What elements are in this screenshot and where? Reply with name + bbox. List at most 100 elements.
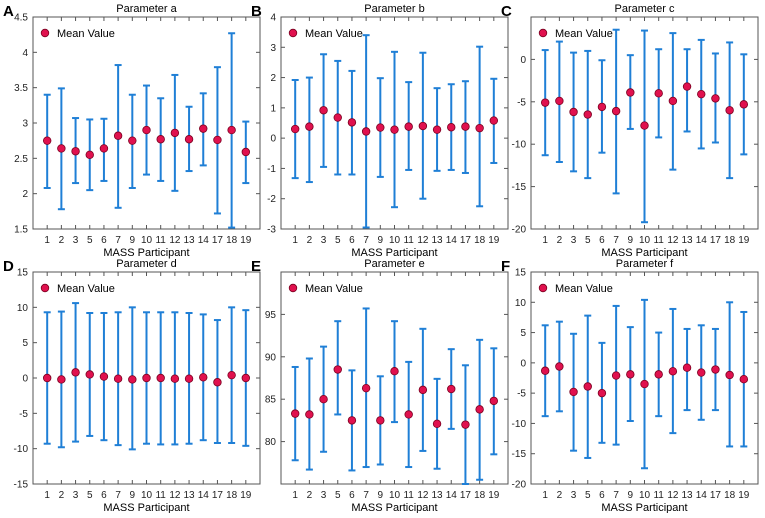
mean-marker xyxy=(461,420,470,429)
mean-marker xyxy=(540,98,550,107)
x-tick-label: 19 xyxy=(738,490,750,501)
mean-marker xyxy=(555,362,564,371)
error-bar-2 xyxy=(555,320,564,413)
error-bar-10 xyxy=(142,311,151,445)
x-tick-label: 1 xyxy=(542,490,548,501)
panel-letter: D xyxy=(3,258,14,275)
error-bar-3 xyxy=(71,117,80,185)
error-bar-19 xyxy=(489,347,499,456)
error-bar-17 xyxy=(213,66,222,215)
mean-marker xyxy=(199,124,208,133)
mean-marker xyxy=(489,116,499,125)
x-tick-label: 9 xyxy=(130,235,136,246)
x-tick-label: 18 xyxy=(474,235,486,246)
error-bar-11 xyxy=(654,48,663,139)
y-tick-label: 3.5 xyxy=(14,83,28,94)
x-tick-label: 18 xyxy=(226,235,238,246)
y-tick-label: 2.5 xyxy=(14,154,28,165)
x-tick-label: 18 xyxy=(724,490,736,501)
x-tick-label: 3 xyxy=(571,235,577,246)
panel-a: A Parameter a1.522.533.544.51 2 3 5 6 7 9 10 11 12… xyxy=(3,3,261,259)
error-bar-13 xyxy=(432,87,442,172)
y-tick-label: 0 xyxy=(270,134,276,145)
x-tick-label: 17 xyxy=(212,490,224,501)
x-tick-label: 14 xyxy=(446,235,458,246)
mean-marker xyxy=(390,367,399,376)
error-bar-18 xyxy=(475,338,484,481)
error-bar-9 xyxy=(128,306,137,451)
x-tick-label: 3 xyxy=(73,235,79,246)
x-tick-label: 13 xyxy=(432,235,444,246)
x-tick-label: 11 xyxy=(155,235,166,246)
y-tick-label: -15 xyxy=(14,480,29,491)
mean-marker xyxy=(199,373,208,382)
y-tick-label: 2 xyxy=(22,189,28,200)
mean-marker xyxy=(611,371,621,380)
error-bar-6 xyxy=(347,69,357,176)
x-tick-label: 17 xyxy=(460,490,472,501)
y-tick-label: 5 xyxy=(520,328,526,339)
panel-title: Parameter f xyxy=(616,258,674,270)
error-bar-7 xyxy=(611,304,621,446)
error-bar-6 xyxy=(597,59,607,154)
x-tick-label: 17 xyxy=(710,235,722,246)
error-bar-5 xyxy=(583,49,592,180)
error-bar-17 xyxy=(461,364,470,485)
error-bar-17 xyxy=(711,327,720,412)
y-tick-label: -20 xyxy=(512,225,527,236)
mean-marker xyxy=(668,367,678,376)
y-tick-label: -5 xyxy=(517,389,526,400)
error-bar-6 xyxy=(597,341,607,444)
error-bar-5 xyxy=(583,314,592,459)
x-tick-label: 10 xyxy=(639,490,651,501)
mean-marker xyxy=(739,375,749,384)
mean-marker xyxy=(42,136,52,145)
x-tick-label: 10 xyxy=(639,235,651,246)
error-bar-19 xyxy=(739,53,749,156)
mean-marker xyxy=(142,125,151,135)
y-tick-label: 85 xyxy=(265,395,277,406)
y-tick-label: 0 xyxy=(520,55,526,66)
x-tick-label: 12 xyxy=(667,235,679,246)
error-bar-14 xyxy=(697,324,706,421)
y-tick-label: -10 xyxy=(512,419,527,430)
mean-marker xyxy=(113,374,123,383)
error-bar-9 xyxy=(626,54,635,130)
x-tick-label: 1 xyxy=(542,235,548,246)
x-tick-label: 14 xyxy=(198,235,210,246)
x-tick-label: 5 xyxy=(87,235,93,246)
mean-marker xyxy=(99,144,109,153)
legend-label: Mean Value xyxy=(305,28,363,40)
legend-label: Mean Value xyxy=(57,28,115,40)
x-tick-label: 12 xyxy=(667,490,679,501)
legend: Mean Value xyxy=(40,283,115,295)
x-tick-label: 2 xyxy=(307,235,313,246)
error-bar-14 xyxy=(447,83,456,171)
mean-marker xyxy=(432,125,442,134)
panel-title: Parameter c xyxy=(615,3,675,15)
x-tick-label: 12 xyxy=(169,235,181,246)
x-tick-label: 11 xyxy=(653,490,664,501)
x-tick-label: 13 xyxy=(682,235,694,246)
x-tick-label: 9 xyxy=(628,490,634,501)
x-tick-label: 9 xyxy=(628,235,634,246)
y-tick-label: -15 xyxy=(512,449,527,460)
panel-letter: F xyxy=(501,258,510,275)
error-bar-1 xyxy=(42,311,52,445)
mean-marker xyxy=(227,370,236,380)
mean-marker xyxy=(418,121,428,131)
x-tick-label: 13 xyxy=(682,490,694,501)
mean-marker xyxy=(697,368,706,377)
x-tick-label: 1 xyxy=(292,235,298,246)
error-bar-2 xyxy=(305,357,314,471)
error-bar-9 xyxy=(376,375,385,466)
error-bar-11 xyxy=(404,81,413,171)
error-bar-11 xyxy=(156,97,165,182)
x-tick-label: 7 xyxy=(613,235,619,246)
mean-marker xyxy=(184,135,194,144)
legend-marker xyxy=(288,283,298,293)
mean-marker xyxy=(156,373,165,383)
mean-marker xyxy=(447,384,456,394)
y-tick-label: 2 xyxy=(270,73,276,84)
